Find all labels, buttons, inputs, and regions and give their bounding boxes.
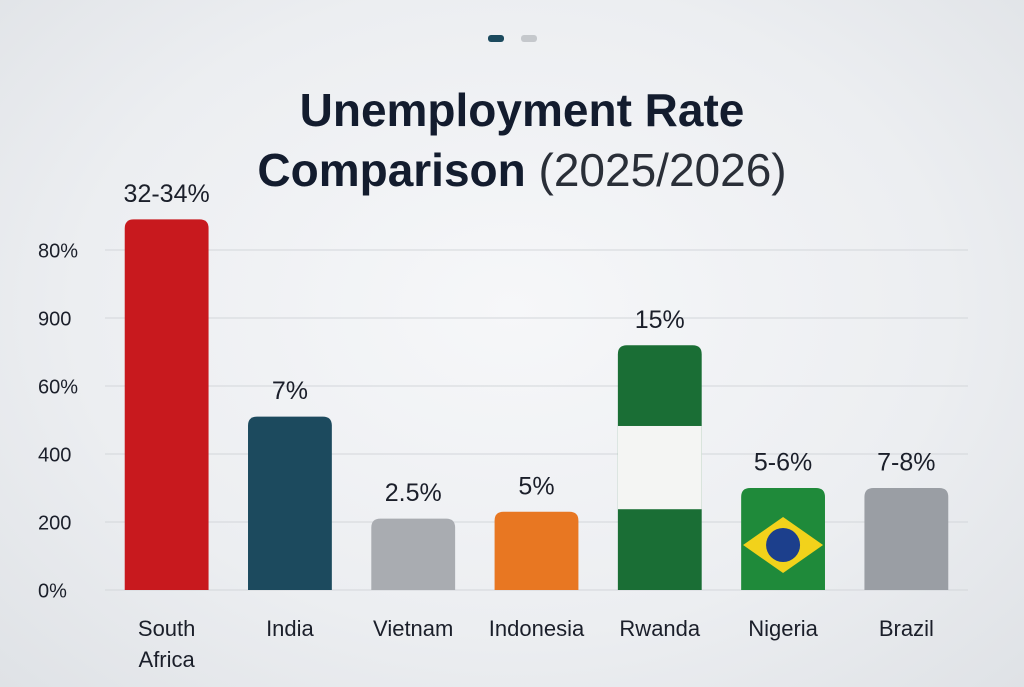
x-tick-label: Vietnam [373, 616, 454, 641]
y-tick-label: 80% [38, 240, 78, 262]
x-tick-label: India [266, 616, 314, 641]
x-tick-label: Rwanda [619, 616, 701, 641]
chart-title: Unemployment Rate Comparison [257, 84, 745, 196]
flag-stripe [617, 425, 702, 510]
y-tick-label: 0% [38, 580, 67, 602]
y-tick-label: 400 [38, 444, 71, 466]
flag-globe [766, 528, 801, 562]
x-tick-label: South Africa [137, 616, 196, 672]
page-dot[interactable] [521, 35, 537, 42]
value-label: 7-8% [877, 449, 935, 477]
x-tick-label: Nigeria [748, 616, 818, 641]
value-label: 5% [518, 472, 554, 500]
bar [864, 488, 949, 590]
chart-subtitle: (2025/2026) [538, 144, 787, 196]
value-label: 5-6% [754, 449, 812, 477]
value-label: 2.5% [385, 479, 442, 507]
y-tick-label: 200 [38, 512, 71, 534]
value-label: 15% [635, 306, 685, 334]
value-label: 7% [272, 377, 308, 405]
x-tick-label: Brazil [878, 616, 934, 641]
value-label: 32-34% [124, 180, 210, 208]
y-tick-label: 60% [38, 376, 78, 398]
y-tick-label: 900 [38, 308, 71, 330]
bar [371, 518, 456, 590]
chart-title-block: Unemployment Rate Comparison (2025/2026) [212, 80, 832, 200]
bar [124, 219, 209, 590]
bar [248, 416, 332, 590]
page-dot-active[interactable] [488, 35, 504, 42]
x-tick-label: Indonesia [488, 616, 585, 641]
bar [494, 511, 579, 590]
